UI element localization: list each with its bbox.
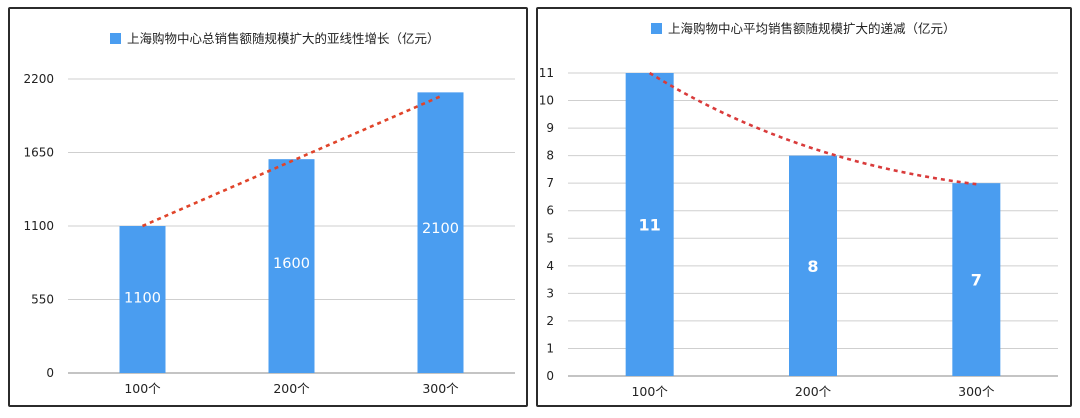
bar-1 (625, 73, 674, 376)
total-sales-chart: 上海购物中心总销售额随规模扩大的亚线性增长（亿元） 0 550 1100 1650 220… (23, 31, 515, 396)
y-tick-label: 10 (539, 94, 554, 108)
trendline (141, 95, 442, 228)
data-label: 11 (639, 216, 661, 235)
y-tick-label: 11 (539, 66, 554, 80)
trendline (648, 71, 977, 186)
data-label: 1600 (273, 256, 310, 272)
legend-swatch (651, 23, 662, 34)
bar-3 (952, 183, 1001, 376)
bar-1 (119, 226, 166, 373)
y-tick-label: 1100 (23, 219, 54, 233)
bar-3 (417, 92, 464, 373)
average-sales-chart: 上海购物中心平均销售额随规模扩大的递减（亿元） 0 1 2 3 4 5 6 7 8 9 10 11 11 1… (539, 21, 1058, 399)
y-tick-label: 0 (46, 366, 54, 380)
data-label: 2100 (422, 221, 459, 237)
bar-2 (789, 155, 837, 376)
data-label: 1100 (124, 291, 161, 307)
y-tick-label: 3 (546, 286, 554, 300)
x-tick-label: 300个 (422, 381, 459, 396)
left-chart-panel: 上海购物中心总销售额随规模扩大的亚线性增长（亿元） 0 550 1100 1650 220… (8, 7, 528, 407)
right-chart-panel: 上海购物中心平均销售额随规模扩大的递减（亿元） 0 1 2 3 4 5 6 7 8 9 10 11 11 1… (536, 7, 1072, 407)
legend-label: 上海购物中心总销售额随规模扩大的亚线性增长（亿元） (127, 31, 440, 46)
y-tick-label: 9 (546, 121, 554, 135)
data-label: 8 (807, 257, 818, 276)
legend-swatch (110, 33, 121, 44)
y-tick-label: 1 (546, 341, 554, 355)
y-tick-label: 550 (31, 293, 54, 307)
y-tick-label: 0 (546, 369, 554, 383)
y-tick-label: 7 (546, 176, 554, 190)
y-tick-label: 8 (546, 149, 554, 163)
y-tick-label: 1650 (23, 146, 54, 160)
x-tick-label: 200个 (273, 381, 310, 396)
y-tick-label: 6 (546, 204, 554, 218)
y-tick-label: 2 (546, 314, 554, 328)
x-tick-label: 200个 (795, 384, 832, 399)
x-tick-label: 300个 (958, 384, 995, 399)
data-label: 7 (971, 271, 982, 290)
y-tick-label: 4 (546, 259, 554, 273)
y-tick-label: 5 (546, 231, 554, 245)
bar-2 (268, 159, 315, 373)
y-tick-label: 2200 (23, 72, 54, 86)
legend-label: 上海购物中心平均销售额随规模扩大的递减（亿元） (668, 21, 956, 36)
x-tick-label: 100个 (631, 384, 668, 399)
x-tick-label: 100个 (124, 381, 161, 396)
